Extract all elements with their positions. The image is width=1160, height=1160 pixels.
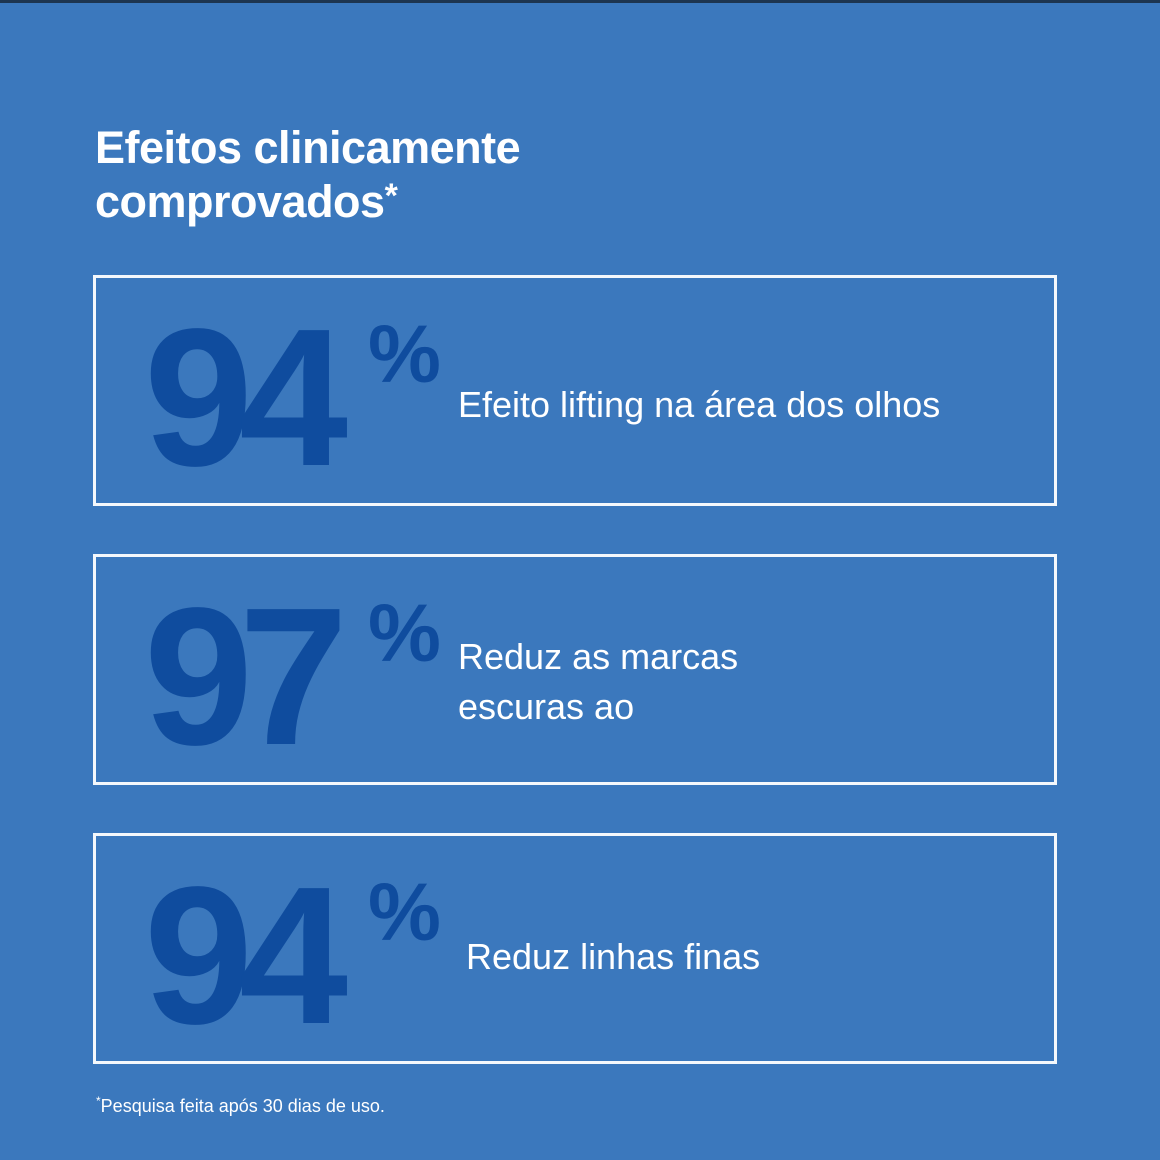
stat-label-line-1: Reduz as marcas [458, 636, 739, 677]
stat-label: Reduz linhas finas [466, 936, 761, 977]
percent-sign: % [368, 309, 441, 400]
title-line-2-text: comprovados [95, 176, 385, 227]
percent-sign: % [368, 867, 441, 958]
footnote-asterisk: * [96, 1094, 101, 1108]
footnote: *Pesquisa feita após 30 dias de uso. [96, 1094, 385, 1117]
stat-value: 94 [144, 288, 348, 507]
stat-card-dark-marks: 97 % Reduz as marcas escuras ao [93, 554, 1057, 785]
stat-value: 94 [144, 846, 348, 1065]
title-line-1: Efeitos clinicamente [95, 122, 521, 173]
stat-label-line-2: escuras ao [458, 686, 635, 727]
stat-label: Reduz as marcas escuras ao [458, 632, 738, 732]
stat-label: Efeito lifting na área dos olhos [458, 384, 941, 425]
stat-value: 97 [144, 567, 348, 786]
title-line-2: comprovados* [95, 175, 520, 229]
percent-sign: % [368, 588, 441, 679]
stat-card-fine-lines: 94 % Reduz linhas finas [93, 833, 1057, 1064]
footnote-text: Pesquisa feita após 30 dias de uso. [100, 1096, 385, 1116]
title-asterisk: * [384, 177, 398, 215]
page-title: Efeitos clinicamente comprovados* [95, 121, 521, 229]
stat-card-lifting: 94 % Efeito lifting na área dos olhos [93, 275, 1057, 506]
